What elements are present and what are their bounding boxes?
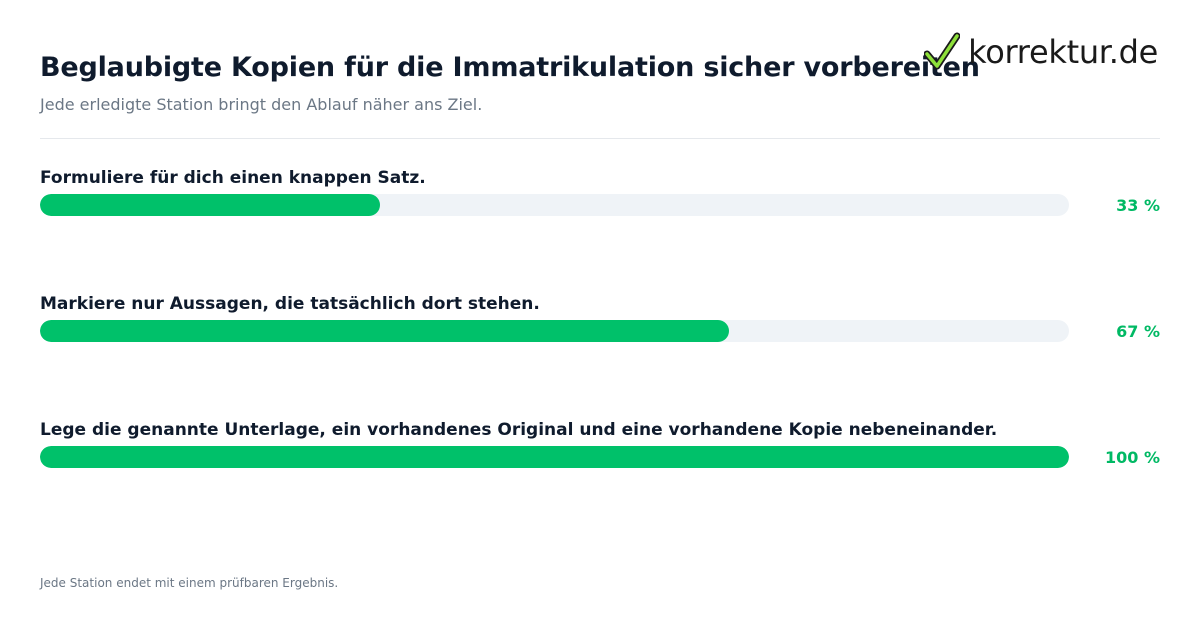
header: Beglaubigte Kopien für die Immatrikulati… bbox=[40, 50, 1160, 116]
step-label: Formuliere für dich einen knappen Satz. bbox=[40, 168, 426, 188]
progress-percent: 100 % bbox=[1105, 448, 1160, 467]
progress-track bbox=[40, 446, 1069, 468]
step-label: Lege die genannte Unterlage, ein vorhand… bbox=[40, 420, 998, 440]
progress-fill bbox=[40, 320, 730, 342]
brand-name: korrektur.de bbox=[968, 33, 1158, 71]
progress-fill bbox=[40, 194, 380, 216]
header-divider bbox=[40, 138, 1160, 139]
page-title: Beglaubigte Kopien für die Immatrikulati… bbox=[40, 52, 980, 83]
page-subtitle: Jede erledigte Station bringt den Ablauf… bbox=[40, 95, 483, 114]
progress-step: Markiere nur Aussagen, die tatsächlich d… bbox=[40, 292, 1160, 418]
progress-percent: 33 % bbox=[1116, 196, 1160, 215]
progress-step: Lege die genannte Unterlage, ein vorhand… bbox=[40, 418, 1160, 544]
step-label: Markiere nur Aussagen, die tatsächlich d… bbox=[40, 294, 540, 314]
progress-track bbox=[40, 320, 1069, 342]
progress-steps: Formuliere für dich einen knappen Satz. … bbox=[40, 166, 1160, 544]
brand-logo: korrektur.de bbox=[924, 30, 1158, 74]
progress-track bbox=[40, 194, 1069, 216]
progress-fill bbox=[40, 446, 1069, 468]
progress-percent: 67 % bbox=[1116, 322, 1160, 341]
progress-step: Formuliere für dich einen knappen Satz. … bbox=[40, 166, 1160, 292]
footer-note: Jede Station endet mit einem prüfbaren E… bbox=[40, 576, 339, 590]
checkmark-icon bbox=[924, 32, 961, 70]
